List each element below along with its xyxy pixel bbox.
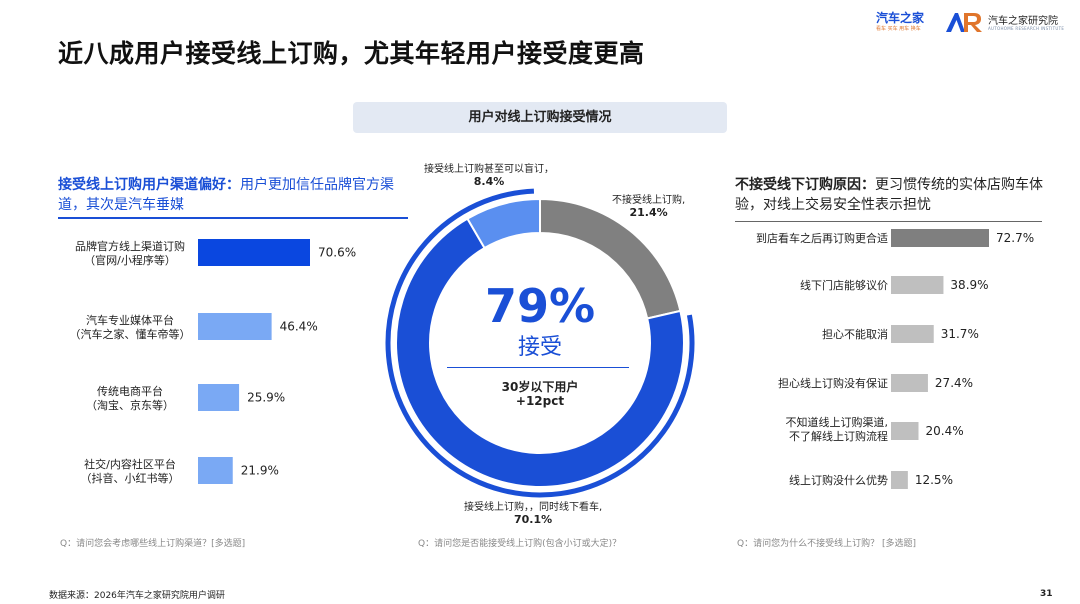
page-number: 31	[1040, 589, 1053, 599]
reason-bar-value: 20.4%	[925, 424, 963, 438]
channel-bar-label: （淘宝、京东等）	[86, 398, 174, 412]
channel-bar	[198, 384, 240, 411]
autohome-logo-text: 汽车之家	[876, 11, 925, 25]
left-panel-heading: 接受线上订购用户渠道偏好：用户更加信任品牌官方渠道，其次是汽车垂媒	[58, 175, 398, 215]
donut-label-blind-order: 接受线上订购甚至可以盲订， 8.4%	[424, 160, 554, 188]
right-divider	[735, 221, 1042, 222]
right-heading-rest: 更习惯传统的实体店购车体验，对线上交易安全性表示担忧	[735, 177, 1043, 213]
donut-question: Q：请问您是否能接受线上订购(包含小订或大定)？	[418, 539, 622, 549]
reason-bar-value: 27.4%	[935, 376, 973, 390]
reason-bar	[891, 325, 934, 343]
reason-bar-value: 12.5%	[915, 473, 953, 487]
channel-bar	[198, 457, 233, 484]
donut-note-age: 30岁以下用户	[501, 380, 579, 394]
reason-bar-label: 担心线上订购没有保证	[778, 376, 888, 390]
left-question: Q：请问您会考虑哪些线上订购渠道？[多选题]	[60, 539, 246, 549]
donut-label-accept-offline-text: 接受线上订购，，同时线下看车,	[464, 502, 603, 513]
reason-bar-label: 不知道线上订购渠道,	[786, 415, 889, 429]
channel-bar-label: 传统电商平台	[97, 384, 163, 398]
donut-label-not-accept-text: 不接受线上订购,	[612, 195, 686, 206]
right-heading-bold: 不接受线下订购原因：	[735, 177, 875, 193]
donut-value-blind-order: 8.4%	[473, 175, 505, 188]
reason-bar	[891, 471, 908, 489]
institute-logo-text: 汽车之家研究院	[988, 16, 1058, 27]
reason-bar-label: 到店看车之后再订购更合适	[756, 231, 888, 245]
channel-bar-label: （官网/小程序等）	[84, 253, 176, 267]
reason-bar-value: 72.7%	[996, 231, 1034, 245]
reason-bar-label: 担心不能取消	[822, 327, 888, 341]
channel-bar-label: （抖音、小红书等）	[81, 471, 180, 485]
donut-label-accept-offline: 接受线上订购，，同时线下看车, 70.1%	[464, 498, 602, 526]
donut-note-delta: +12pct	[515, 394, 565, 408]
donut-slice-accept-offline	[395, 217, 685, 488]
channel-bar-label: 品牌官方线上渠道订购	[75, 239, 185, 253]
channel-bar-value: 21.9%	[241, 464, 279, 478]
left-heading-bold: 接受线上订购用户渠道偏好：	[58, 177, 240, 193]
reason-bar-value: 31.7%	[941, 327, 979, 341]
reason-bar-label: 线上订购没什么优势	[789, 473, 888, 487]
channel-bar	[198, 313, 272, 340]
reason-bar-label: 不了解线上订购流程	[789, 429, 888, 443]
donut-accept-outer-arc	[385, 188, 695, 498]
donut-value-not-accept: 21.4%	[629, 206, 668, 219]
reason-bar-value: 38.9%	[950, 278, 988, 292]
right-question: Q：请问您为什么不接受线上订购？ [多选题]	[737, 539, 916, 549]
donut-slice-blind-order	[466, 197, 541, 250]
donut-label-not-accept: 不接受线上订购, 21.4%	[612, 191, 685, 219]
channel-bar-value: 25.9%	[247, 391, 285, 405]
autohome-logo-sub: 看车 买车 用车 换车	[876, 26, 921, 32]
institute-logo-icon	[946, 13, 982, 32]
channel-bar-label: 汽车专业媒体平台	[86, 313, 174, 327]
donut-section-header: 用户对线上订购接受情况	[353, 102, 727, 133]
reason-bar	[891, 229, 989, 247]
donut-center-divider	[447, 367, 629, 368]
channel-bar-label: （汽车之家、懂车帝等）	[70, 327, 191, 341]
autohome-logo: 汽车之家 看车 买车 用车 换车	[876, 11, 934, 35]
reason-bar	[891, 276, 944, 294]
donut-label-blind-order-text: 接受线上订购甚至可以盲订，	[424, 164, 554, 175]
reason-bar	[891, 422, 919, 440]
page-title: 近八成用户接受线上订购，尤其年轻用户接受度更高	[58, 39, 645, 68]
channel-bar-value: 70.6%	[318, 246, 356, 260]
donut-center-percent: 79%	[484, 279, 596, 333]
reason-bar	[891, 374, 928, 392]
channel-bar-value: 46.4%	[280, 320, 318, 334]
left-heading-rest: 用户更加信任品牌官方渠道，其次是汽车垂媒	[58, 177, 394, 213]
data-source: 数据来源：2026年汽车之家研究院用户调研	[49, 591, 225, 601]
left-divider	[58, 217, 408, 219]
donut-value-accept-offline: 70.1%	[514, 513, 553, 526]
institute-logo-sub: AUTOHOME RESEARCH INSTITUTE	[988, 26, 1065, 31]
reason-bar-label: 线下门店能够议价	[800, 278, 888, 292]
donut-center-label: 接受	[517, 335, 562, 360]
channel-bar	[198, 239, 310, 266]
channel-bar-label: 社交/内容社区平台	[84, 457, 176, 471]
right-panel-heading: 不接受线下订购原因：更习惯传统的实体店购车体验，对线上交易安全性表示担忧	[735, 175, 1045, 215]
